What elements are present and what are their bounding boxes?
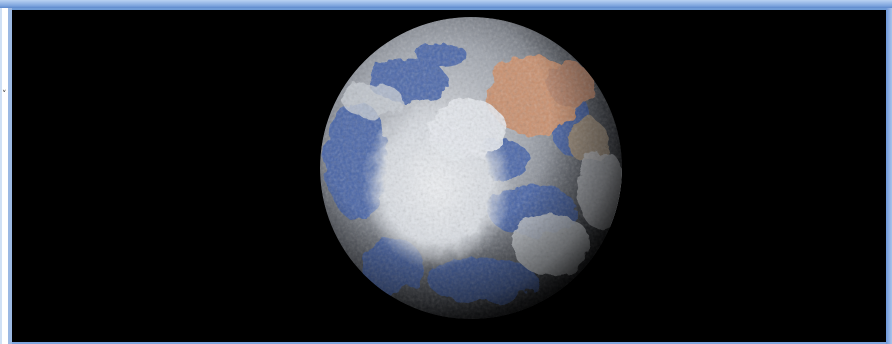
edge-mark-icon: ˅ bbox=[2, 90, 7, 100]
3d-viewport[interactable] bbox=[12, 10, 886, 342]
left-window-edge: ˅ bbox=[0, 8, 12, 344]
bottom-window-edge bbox=[12, 342, 886, 344]
right-window-edge bbox=[886, 8, 892, 344]
planet-render bbox=[320, 17, 622, 319]
titlebar-edge[interactable] bbox=[0, 0, 892, 8]
